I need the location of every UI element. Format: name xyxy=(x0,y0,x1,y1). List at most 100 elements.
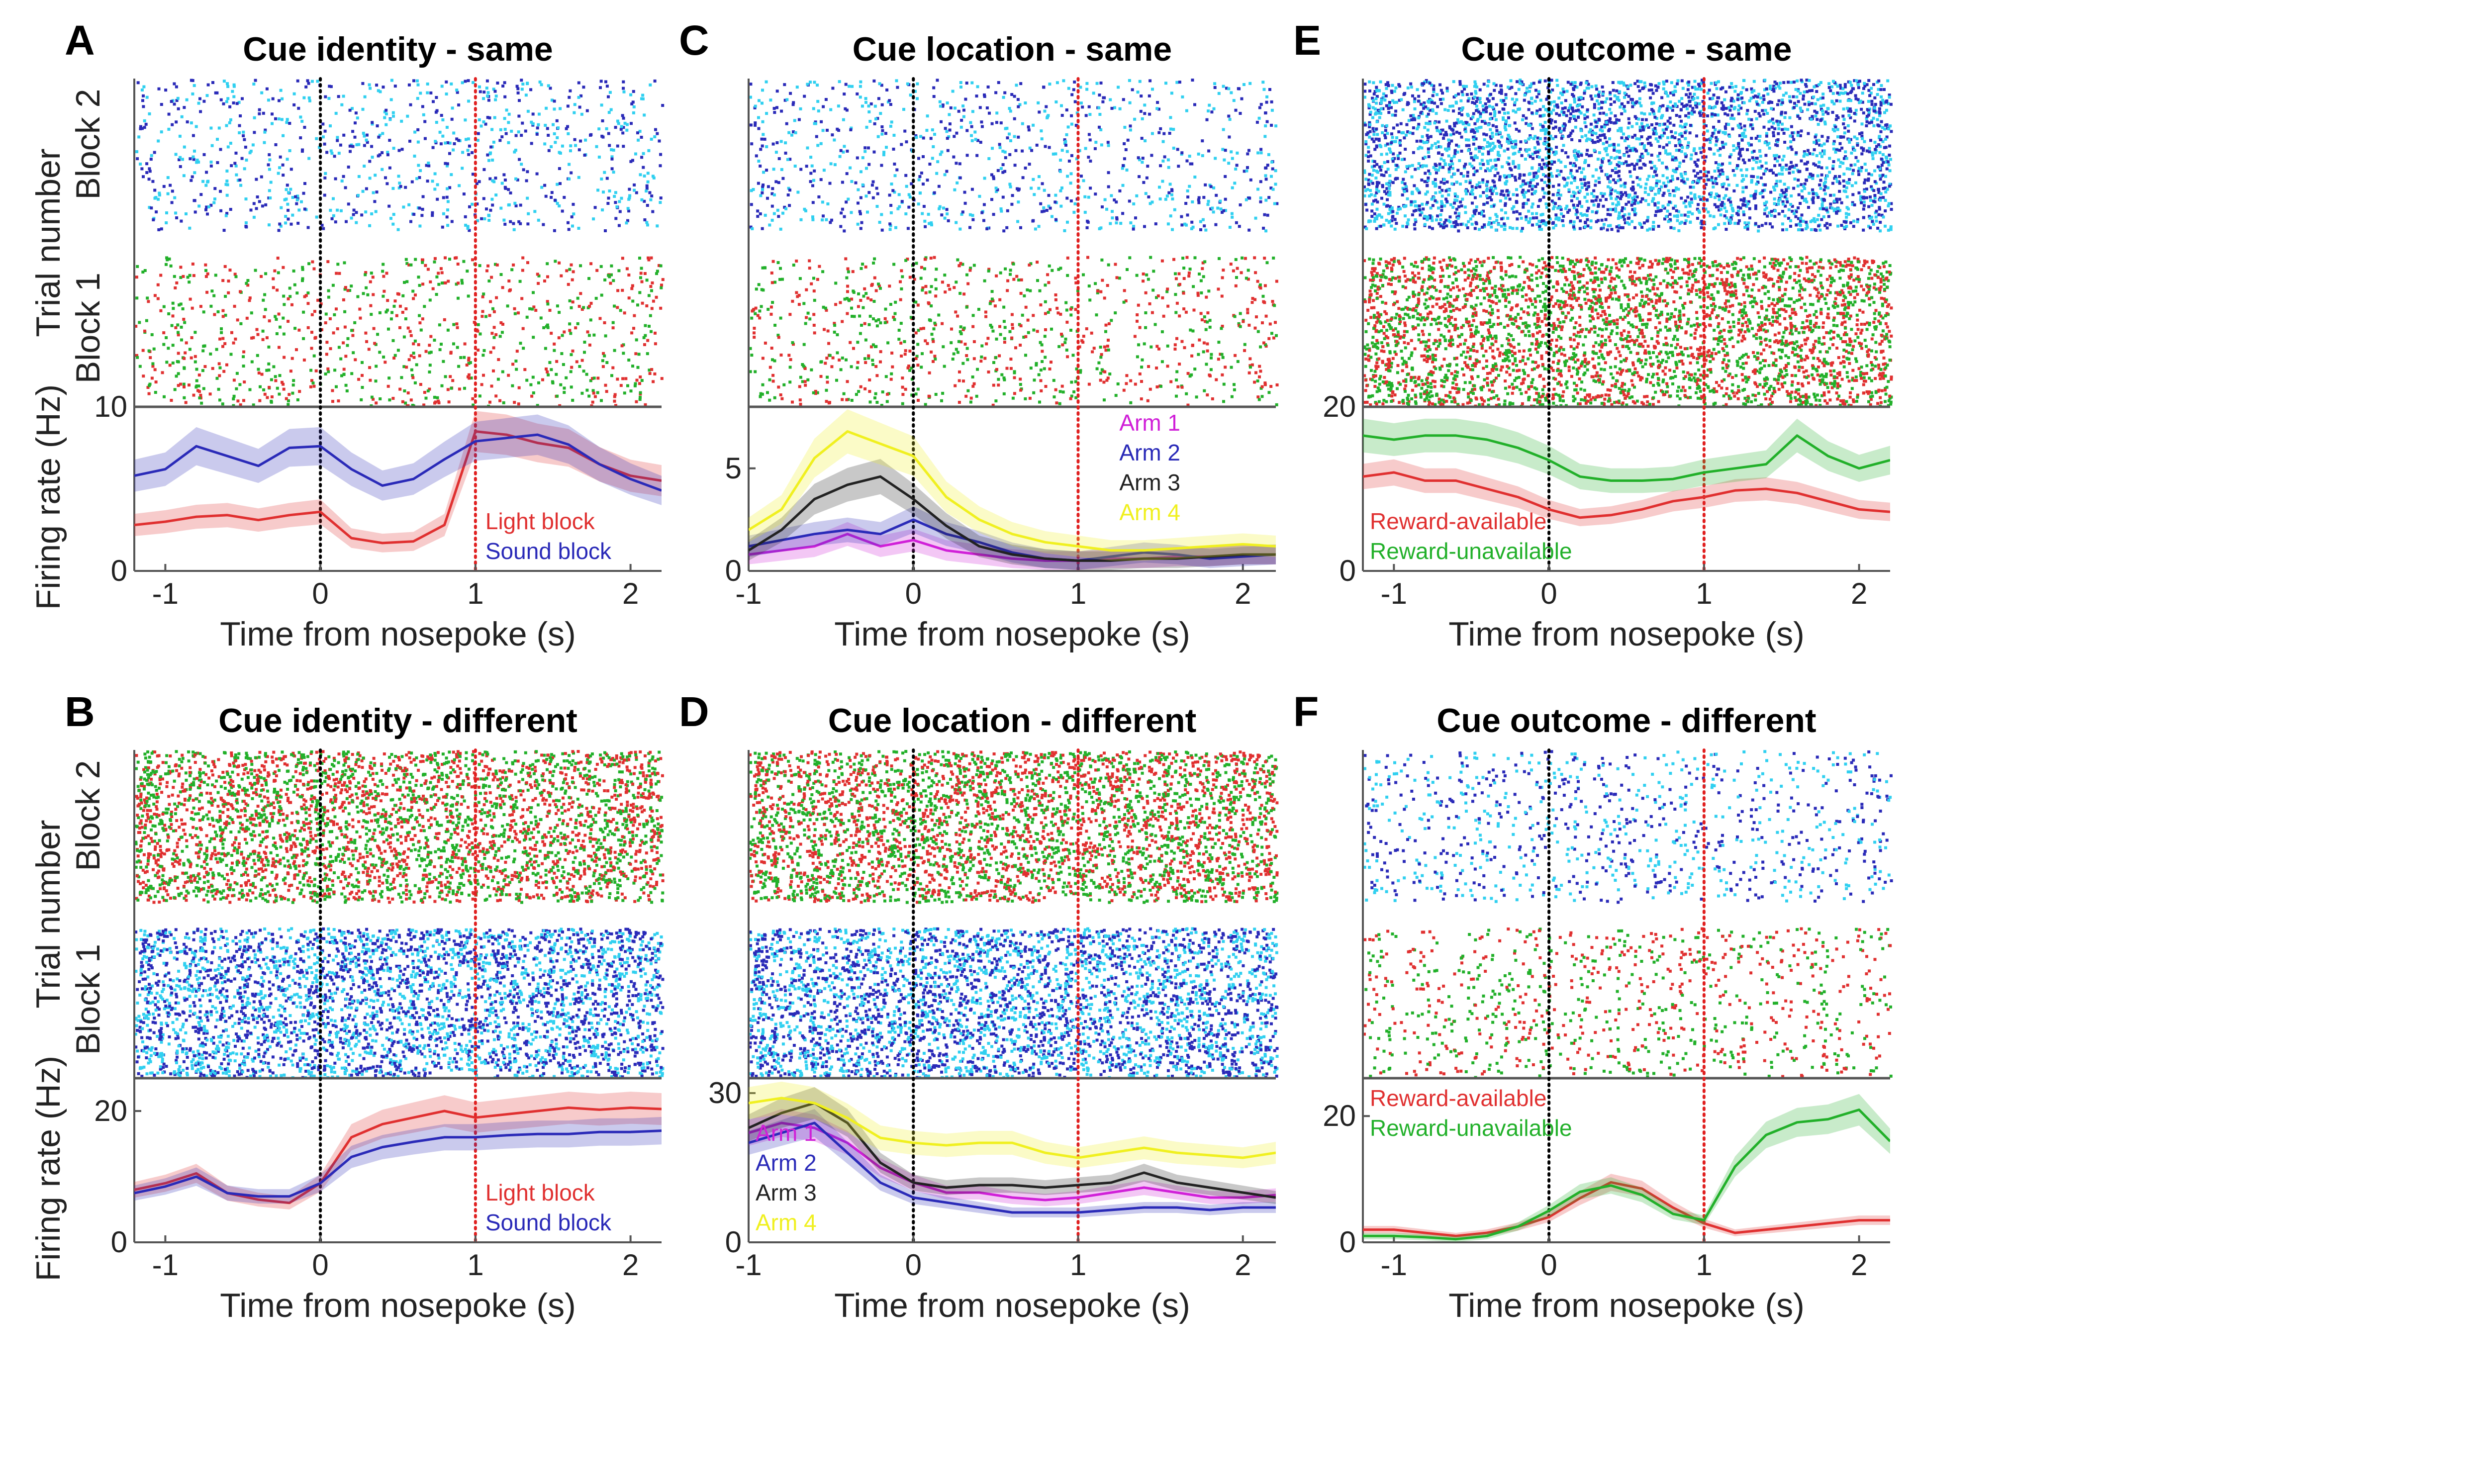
spike-mark xyxy=(369,790,373,793)
spike-mark xyxy=(308,763,312,767)
spike-mark xyxy=(296,194,299,198)
spike-mark xyxy=(492,336,496,339)
spike-mark xyxy=(626,804,629,807)
spike-mark xyxy=(645,221,649,224)
spike-mark xyxy=(357,758,360,761)
spike-mark xyxy=(549,760,552,763)
spike-mark xyxy=(270,399,273,403)
spike-mark xyxy=(533,867,536,870)
spike-mark xyxy=(146,862,150,866)
spike-mark xyxy=(409,220,412,223)
spike-mark xyxy=(446,164,449,168)
spike-mark xyxy=(560,766,563,770)
spike-mark xyxy=(643,788,647,791)
spike-mark xyxy=(650,870,654,873)
spike-mark xyxy=(356,752,360,756)
spike-mark xyxy=(333,369,337,372)
spike-mark xyxy=(332,823,335,827)
spike-mark xyxy=(332,788,336,792)
spike-mark xyxy=(656,817,659,821)
spike-mark xyxy=(141,271,145,274)
spike-mark xyxy=(248,388,252,391)
spike-mark xyxy=(142,94,145,97)
spike-mark xyxy=(199,847,202,851)
spike-mark xyxy=(331,400,334,403)
spike-mark xyxy=(660,283,663,287)
spike-mark xyxy=(381,783,384,786)
spike-mark xyxy=(611,832,614,835)
spike-mark xyxy=(616,144,619,148)
spike-mark xyxy=(585,372,588,376)
spike-mark xyxy=(197,160,200,164)
spike-mark xyxy=(400,755,404,758)
spike-mark xyxy=(291,901,294,904)
spike-mark xyxy=(320,762,324,765)
spike-mark xyxy=(507,835,510,838)
spike-mark xyxy=(461,829,464,832)
spike-mark xyxy=(554,765,557,768)
spike-mark xyxy=(351,145,355,148)
spike-mark xyxy=(353,838,357,842)
spike-mark xyxy=(190,783,193,787)
spike-mark xyxy=(393,299,397,303)
spike-mark xyxy=(558,311,561,314)
spike-mark xyxy=(275,332,279,335)
spike-mark xyxy=(577,761,580,765)
spike-mark xyxy=(627,789,630,793)
spike-mark xyxy=(387,327,390,331)
spike-mark xyxy=(574,822,577,825)
spike-mark xyxy=(425,801,429,804)
spike-mark xyxy=(624,850,627,853)
spike-mark xyxy=(498,870,502,873)
spike-mark xyxy=(162,185,166,188)
spike-mark xyxy=(629,862,632,866)
spike-mark xyxy=(375,401,378,405)
spike-mark xyxy=(225,883,229,886)
spike-mark xyxy=(258,824,262,827)
spike-mark xyxy=(162,868,166,872)
spike-mark xyxy=(384,123,388,126)
spike-mark xyxy=(351,773,355,776)
spike-mark xyxy=(594,859,597,863)
spike-mark xyxy=(183,897,186,900)
spike-mark xyxy=(444,795,447,798)
spike-mark xyxy=(601,830,605,834)
spike-mark xyxy=(507,121,510,124)
spike-mark xyxy=(450,856,454,859)
spike-mark xyxy=(459,767,462,770)
spike-mark xyxy=(580,891,584,895)
spike-mark xyxy=(633,766,637,769)
spike-mark xyxy=(350,793,354,797)
spike-mark xyxy=(511,363,515,366)
spike-mark xyxy=(265,369,269,372)
spike-mark xyxy=(281,750,284,754)
spike-mark xyxy=(219,785,223,788)
spike-mark xyxy=(404,307,408,310)
spike-mark xyxy=(655,881,659,884)
spike-mark xyxy=(626,780,629,783)
spike-mark xyxy=(307,82,310,85)
spike-mark xyxy=(184,833,187,836)
spike-mark xyxy=(529,857,533,861)
spike-mark xyxy=(445,126,449,129)
spike-mark xyxy=(501,370,504,373)
spike-mark xyxy=(421,282,425,286)
spike-mark xyxy=(550,98,554,102)
spike-mark xyxy=(193,879,196,882)
spike-mark xyxy=(249,208,253,212)
spike-mark xyxy=(484,784,487,787)
spike-mark xyxy=(486,811,490,814)
spike-mark xyxy=(222,229,226,232)
spike-mark xyxy=(548,792,551,796)
spike-mark xyxy=(494,177,497,180)
spike-mark xyxy=(224,313,227,317)
spike-mark xyxy=(643,343,646,346)
spike-mark xyxy=(420,214,424,217)
spike-mark xyxy=(343,325,347,329)
spike-mark xyxy=(586,330,589,334)
spike-mark xyxy=(321,135,325,139)
spike-mark xyxy=(433,260,436,264)
spike-mark xyxy=(503,179,507,182)
spike-mark xyxy=(573,138,576,141)
spike-mark xyxy=(216,805,220,808)
